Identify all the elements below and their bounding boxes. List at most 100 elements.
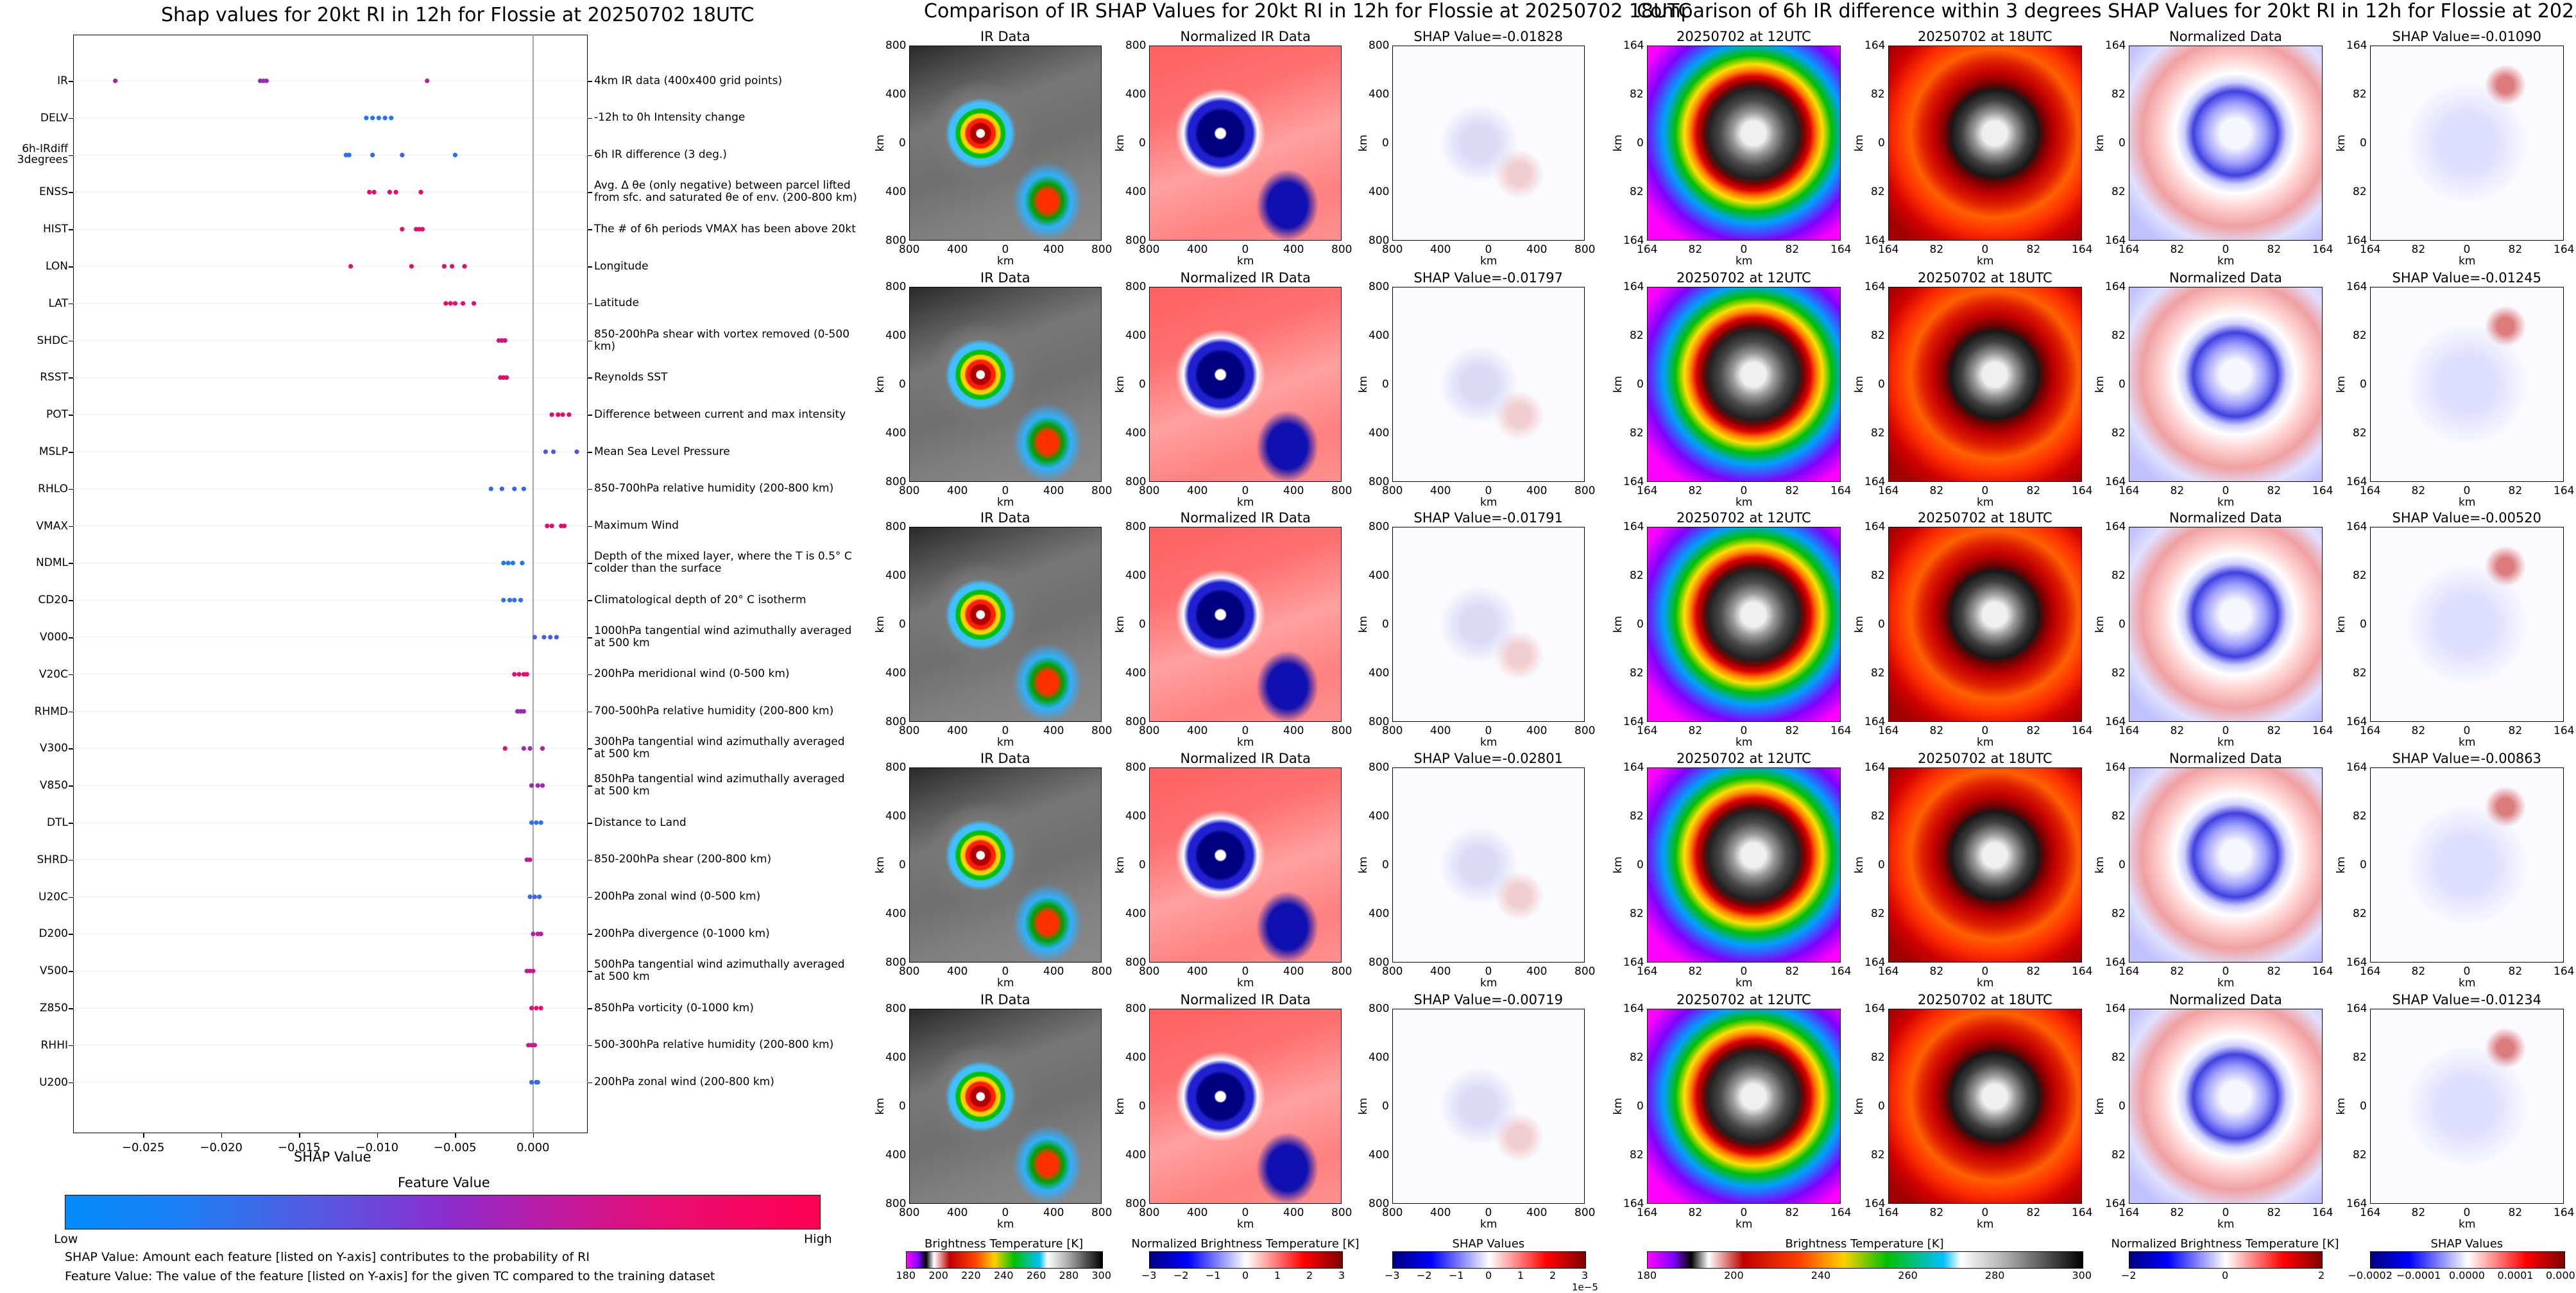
x-tick-mark	[221, 1133, 223, 1138]
feature-tick	[588, 415, 592, 416]
panel-y-tick: 800	[1125, 520, 1147, 533]
panel-y-tick: 0	[2119, 859, 2126, 871]
panel-x-tick: 800	[1331, 965, 1352, 978]
panel-y-tick: 82	[2353, 1149, 2367, 1161]
feature-tick	[588, 340, 592, 342]
panel-x-axis-label: km	[1977, 496, 1994, 509]
x-tick-mark	[533, 1133, 534, 1138]
feature-label: DELV	[40, 111, 68, 124]
ir-diff-shap-panel	[2370, 1009, 2564, 1204]
diff-shap-colorbar-tick: 0.0000	[2449, 1269, 2485, 1281]
panel-y-tick: 82	[2111, 427, 2126, 440]
ir-shap-colorbar-tick: 0	[1485, 1269, 1492, 1281]
feature-label: V000	[39, 631, 68, 644]
feature-tick	[588, 934, 592, 935]
feature-label: Z850	[39, 1002, 68, 1015]
ir-diff-shap-panel	[2370, 767, 2564, 963]
shap-point	[535, 783, 540, 788]
feature-label: RSST	[40, 371, 68, 384]
shap-point	[521, 709, 526, 714]
feature-tick	[69, 488, 73, 490]
panel-y-tick: 164	[2346, 280, 2367, 293]
ir-shap-colorbar-tick: −1	[1449, 1269, 1464, 1281]
ir-18utc-panel-title: 20250702 at 18UTC	[1918, 751, 2052, 766]
panel-x-tick: 0	[1981, 1206, 1989, 1219]
shap-point	[425, 78, 430, 83]
feature-description: 850hPa vorticity (0-1000 km)	[594, 1001, 754, 1015]
panel-x-tick: 82	[1929, 724, 1944, 737]
panel-y-tick: 164	[2105, 39, 2126, 52]
ir-12utc-panel	[1647, 527, 1841, 722]
panel-y-tick: 400	[1369, 569, 1390, 582]
feature-description: 850-200hPa shear (200-800 km)	[594, 853, 772, 866]
panel-x-axis-label: km	[997, 736, 1014, 749]
panel-x-tick: 164	[2312, 724, 2333, 737]
feature-description: 850hPa tangential wind azimuthally avera…	[594, 773, 845, 798]
panel-x-tick: 800	[1574, 243, 1596, 256]
ir-12utc-panel-title: 20250702 at 12UTC	[1676, 270, 1811, 286]
panel-x-tick: 82	[2411, 965, 2426, 978]
panel-y-tick: 164	[2346, 761, 2367, 774]
panel-y-tick: 400	[1125, 427, 1147, 440]
panel-y-tick: 400	[885, 907, 907, 920]
panel-x-tick: 82	[2026, 243, 2041, 256]
feature-tick	[69, 971, 73, 972]
ir-normalized-colorbar-tick: −3	[1141, 1269, 1157, 1281]
panel-y-tick: 400	[1125, 810, 1147, 823]
panel-y-tick: 400	[885, 1149, 907, 1161]
feature-label: LON	[46, 260, 68, 273]
feature-description: Latitude	[594, 296, 639, 310]
shap-point	[370, 116, 375, 121]
panel-y-tick: 82	[2111, 569, 2126, 582]
panel-y-tick: 0	[1878, 618, 1885, 631]
feature-tick	[69, 674, 73, 676]
ir-bt-colorbar-tick: 200	[928, 1269, 948, 1281]
ir-shap-panel	[1392, 767, 1585, 963]
ir-12utc-panel-title: 20250702 at 12UTC	[1676, 751, 1811, 766]
feature-description: Maximum Wind	[594, 519, 679, 533]
panel-x-tick: 800	[1331, 1206, 1352, 1219]
panel-x-tick: 400	[1430, 484, 1451, 497]
shap-point	[532, 895, 537, 900]
panel-y-tick: 82	[1871, 427, 1885, 440]
feature-label: V850	[39, 779, 68, 792]
x-tick-label: −0.025	[121, 1141, 165, 1154]
panel-y-tick: 800	[1369, 956, 1390, 969]
normalized-ir-panel	[1149, 527, 1342, 722]
panel-x-tick: 164	[2072, 965, 2093, 978]
ir-12utc-panel-title: 20250702 at 12UTC	[1676, 992, 1811, 1007]
panel-x-tick: 400	[1283, 484, 1304, 497]
panel-y-tick: 82	[1630, 427, 1644, 440]
panel-y-tick: 400	[1125, 185, 1147, 198]
panel-y-axis-label: km	[2094, 134, 2107, 152]
ir-12utc-panel	[1647, 1009, 1841, 1204]
ir-18utc-panel	[1888, 46, 2082, 241]
panel-x-tick: 164	[1878, 1206, 1899, 1219]
panel-y-tick: 800	[885, 475, 907, 488]
panel-x-tick: 164	[2554, 243, 2575, 256]
feature-label: U20C	[38, 890, 68, 903]
panel-y-tick: 0	[1382, 859, 1389, 871]
panel-x-tick: 164	[2119, 724, 2140, 737]
panel-x-axis-label: km	[1977, 736, 1994, 749]
diff-normalized-colorbar	[2129, 1251, 2323, 1269]
panel-y-tick: 0	[2360, 859, 2367, 871]
panel-x-tick: 400	[1283, 965, 1304, 978]
panel-x-tick: 164	[2072, 484, 2093, 497]
panel-x-tick: 82	[2508, 243, 2523, 256]
panel-x-tick: 164	[2554, 965, 2575, 978]
diff-bt-colorbar-tick: 200	[1724, 1269, 1744, 1281]
panel-x-tick: 82	[2267, 965, 2282, 978]
feature-description: Reynolds SST	[594, 370, 668, 384]
feature-tick	[69, 81, 73, 82]
panel-x-tick: 164	[2360, 484, 2381, 497]
diff-bt-colorbar	[1647, 1251, 2083, 1269]
shap-point	[527, 857, 533, 862]
shap-point	[420, 227, 425, 232]
ir-diff-normalized-panel-title: Normalized Data	[2169, 270, 2282, 286]
feature-tick	[69, 600, 73, 601]
panel-y-tick: 0	[1637, 618, 1644, 631]
shap-point	[113, 78, 118, 83]
feature-label: ENSS	[38, 185, 68, 199]
panel-x-axis-label: km	[1237, 977, 1254, 989]
